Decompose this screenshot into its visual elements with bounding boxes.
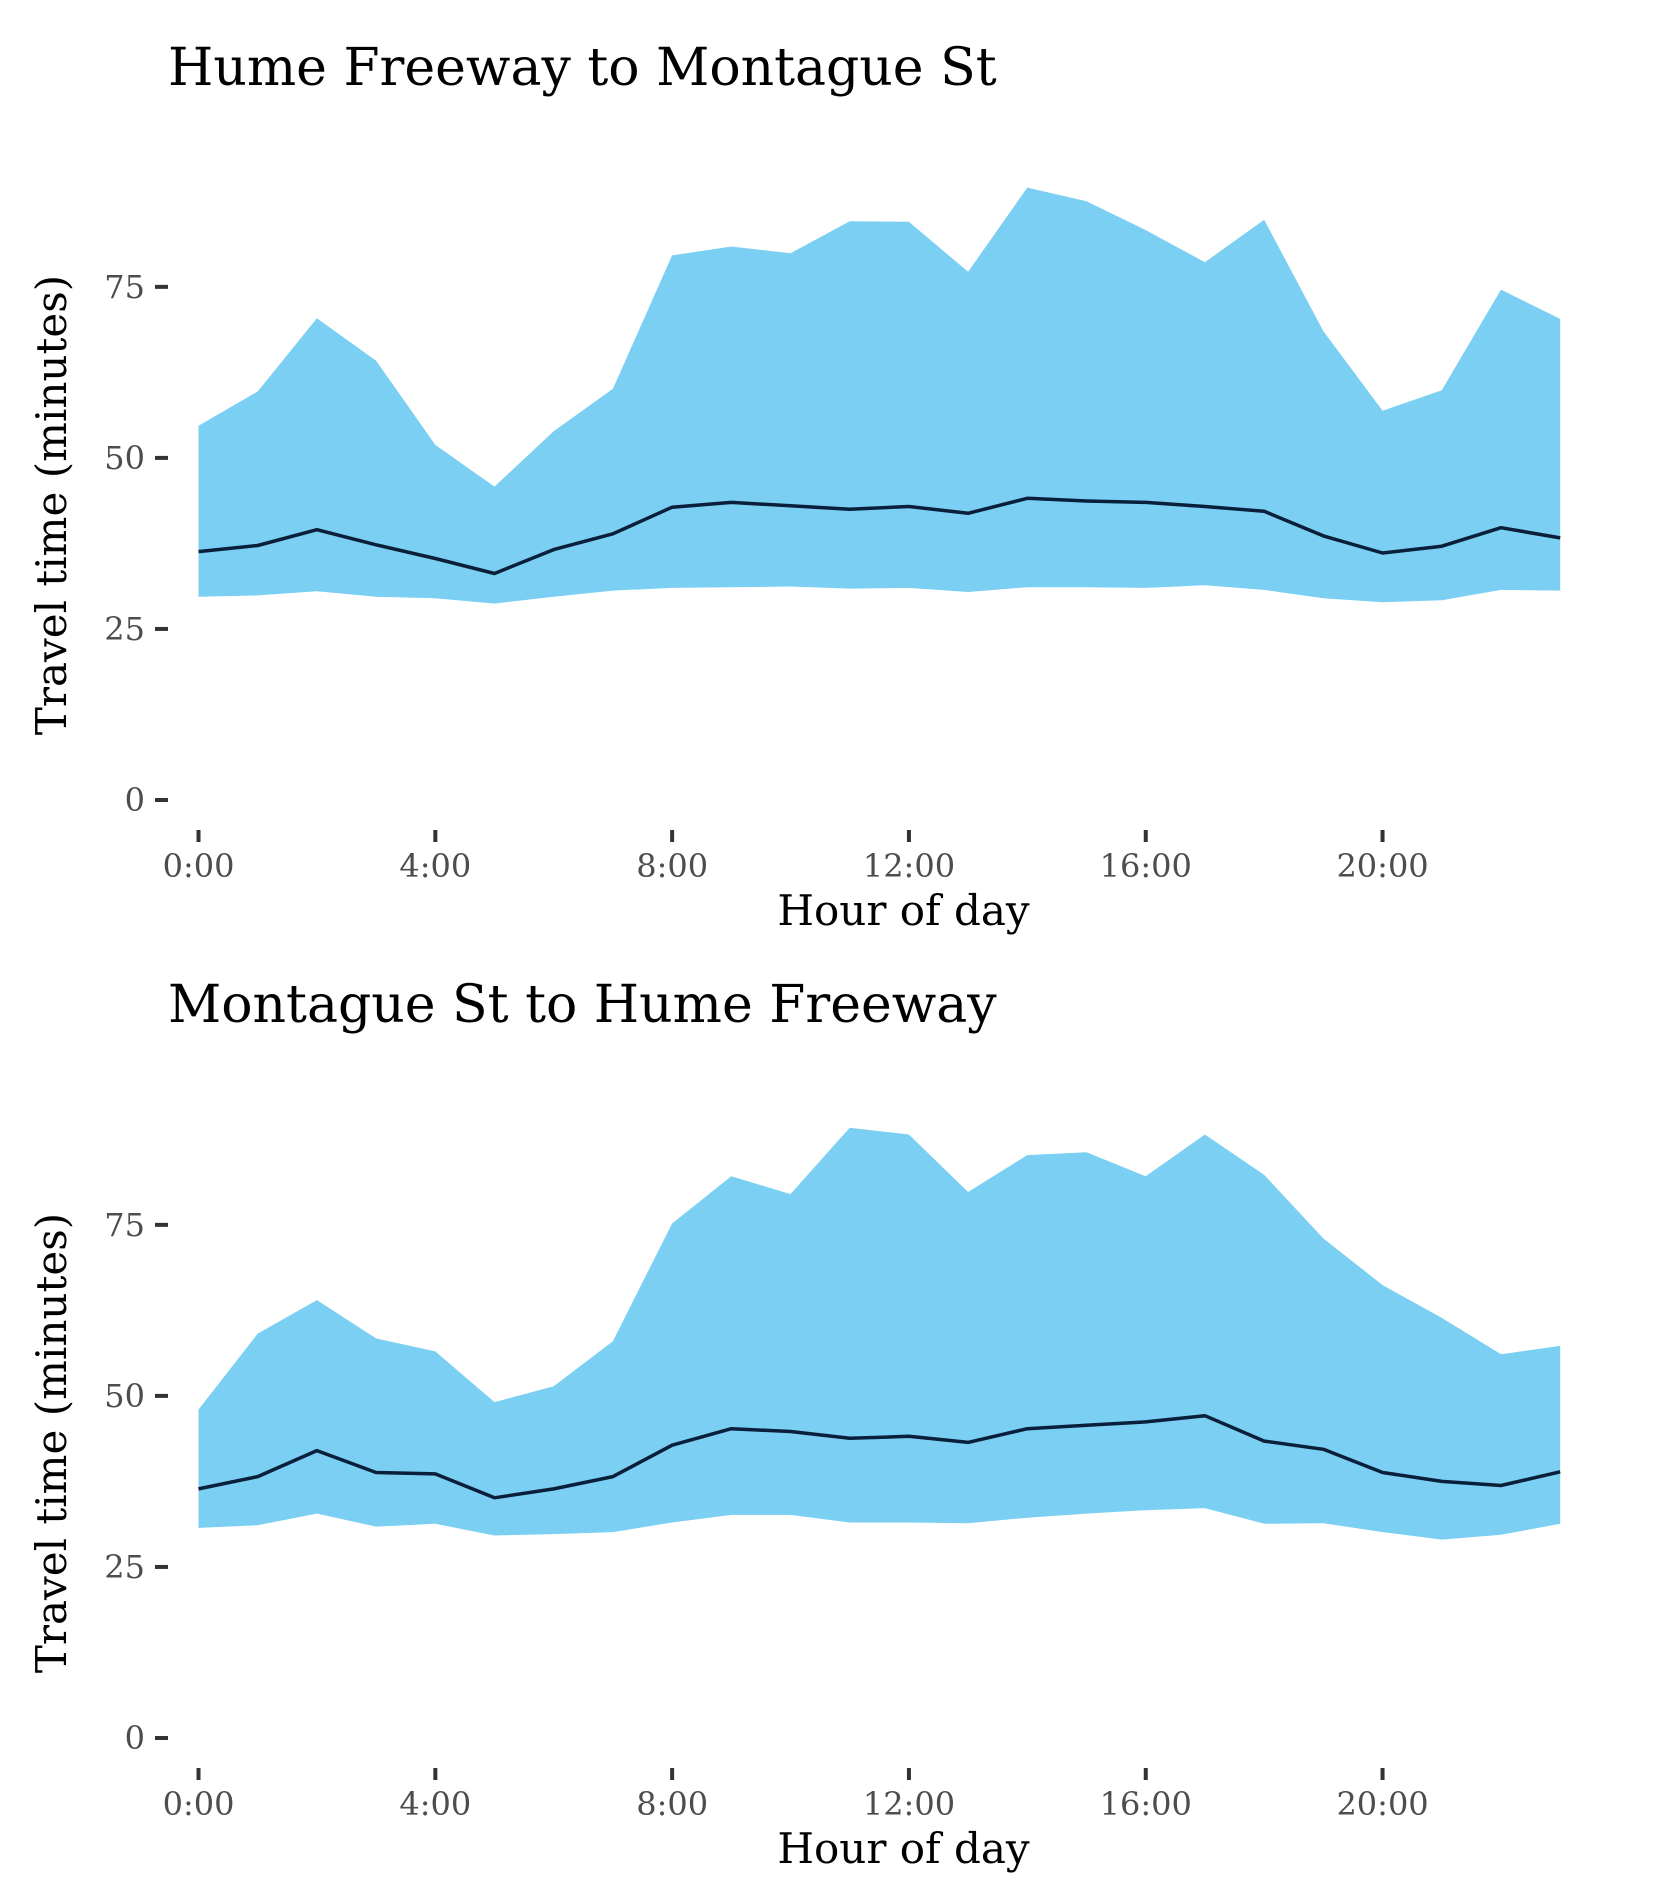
x-tick-label: 8:00 [636, 847, 708, 885]
travel-time-band [198, 1127, 1561, 1540]
x-axis-title: Hour of day [777, 886, 1029, 935]
median-travel-time-line [198, 1413, 1561, 1500]
x-tick-label: 20:00 [1336, 847, 1428, 885]
x-tick-label: 12:00 [863, 1785, 955, 1823]
y-tick-label: 75 [104, 1206, 145, 1244]
x-tick-label: 16:00 [1100, 1785, 1192, 1823]
y-tick-label: 25 [104, 610, 145, 648]
y-tick-label: 75 [104, 268, 145, 306]
y-tick-label: 0 [125, 1719, 145, 1757]
y-tick-label: 25 [104, 1548, 145, 1586]
x-tick-label: 4:00 [399, 847, 471, 885]
x-tick-label: 4:00 [399, 1785, 471, 1823]
x-tick-label: 16:00 [1100, 847, 1192, 885]
chart-title: Hume Freeway to Montague St [168, 38, 997, 98]
x-tick-label: 8:00 [636, 1785, 708, 1823]
travel-time-band [198, 187, 1561, 604]
median-travel-time-line [198, 496, 1561, 576]
y-tick-label: 50 [104, 439, 145, 477]
x-axis-title: Hour of day [777, 1824, 1029, 1873]
x-tick-label: 12:00 [863, 847, 955, 885]
y-axis-title: Travel time (minutes) [27, 1213, 76, 1673]
x-tick-label: 0:00 [163, 1785, 235, 1823]
x-tick-label: 20:00 [1336, 1785, 1428, 1823]
x-tick-label: 0:00 [163, 847, 235, 885]
chart-panel-1: Hume Freeway to Montague St 0 25 50 75 0:00 4:… [27, 38, 1561, 935]
y-axis-title: Travel time (minutes) [27, 275, 76, 735]
chart-panel-2: Montague St to Hume Freeway 0 25 50 75 0:00 4:… [27, 975, 1561, 1873]
y-tick-label: 0 [125, 781, 145, 819]
y-tick-label: 50 [104, 1377, 145, 1415]
chart-title: Montague St to Hume Freeway [168, 975, 997, 1035]
